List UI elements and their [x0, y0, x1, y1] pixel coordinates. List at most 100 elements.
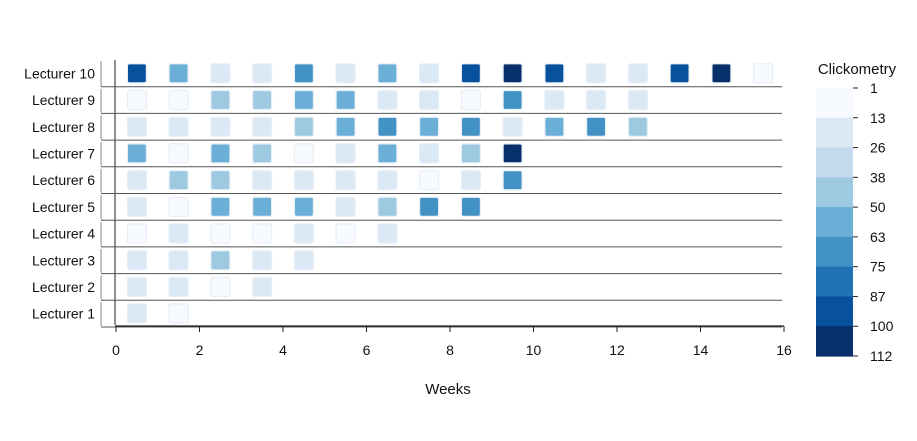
heatmap-cell — [585, 89, 607, 111]
colorbar-tick-label: 1 — [870, 80, 878, 96]
heatmap-cell — [293, 116, 314, 137]
colorbar-tick-label: 75 — [870, 259, 886, 275]
heatmap-cell — [335, 116, 356, 137]
heatmap-cell — [377, 143, 398, 164]
heatmap-cell — [252, 223, 273, 244]
heatmap-cell — [585, 63, 607, 84]
colorbar-tick-label: 50 — [870, 199, 886, 215]
heatmap-cell — [544, 89, 565, 111]
x-tick-label: 2 — [196, 342, 204, 358]
x-tick-label: 16 — [776, 342, 792, 358]
row-label: Lecturer 1 — [32, 306, 95, 322]
colorbar-swatch — [816, 117, 853, 149]
row-label: Lecturer 8 — [32, 119, 95, 135]
heatmap-cell — [502, 89, 523, 111]
heatmap-cell — [168, 170, 189, 191]
heatmap-cell — [335, 223, 356, 244]
heatmap-cell — [168, 63, 189, 84]
colorbar-swatch — [816, 266, 853, 298]
heatmap-cell — [252, 170, 273, 191]
heatmap-cell — [210, 116, 231, 137]
heatmap-cell — [252, 63, 273, 84]
colorbar-tick-label: 26 — [870, 140, 886, 156]
x-tick-label: 0 — [112, 342, 120, 358]
heatmap-cell — [210, 196, 231, 217]
heatmap-cell — [377, 63, 398, 84]
heatmap-cell — [419, 89, 440, 111]
heatmap-cell — [502, 143, 523, 164]
heatmap-cell — [293, 223, 314, 244]
heatmap-cell — [168, 143, 189, 164]
colorbar-swatch — [816, 88, 853, 119]
row-label: Lecturer 2 — [32, 279, 95, 295]
colorbar-swatch — [816, 207, 853, 238]
heatmap-cell — [210, 89, 231, 111]
heatmap-cell — [335, 170, 356, 191]
heatmap-cell — [293, 89, 314, 111]
heatmap-cell — [419, 196, 440, 217]
heatmap-cell — [252, 276, 273, 298]
x-tick-label: 14 — [693, 342, 709, 358]
colorbar-tick-label: 63 — [870, 229, 886, 245]
heatmap-cell — [293, 250, 314, 271]
heatmap-cell — [293, 143, 314, 164]
rows-layer: Lecturer 10 Lecturer 9 Lecturer 8 Lecturer … — [24, 60, 782, 328]
row-label: Lecturer 9 — [32, 92, 95, 108]
colorbar-swatch — [816, 177, 853, 208]
heatmap-cell — [544, 63, 565, 84]
colorbar-tick-label: 100 — [870, 318, 894, 334]
heatmap-cell — [210, 250, 231, 271]
heatmap-cell — [168, 223, 189, 244]
heatmap-cell — [293, 196, 314, 217]
x-tick-label: 8 — [446, 342, 454, 358]
x-tick-label: 6 — [363, 342, 371, 358]
heatmap-cell — [293, 63, 314, 84]
heatmap-cell — [377, 116, 398, 137]
colorbar-tick-label: 13 — [870, 110, 886, 126]
heatmap-cell — [126, 143, 148, 164]
heatmap-cell — [627, 116, 649, 137]
heatmap-cell — [711, 63, 732, 84]
heatmap-cell — [168, 250, 189, 271]
colorbar-swatch — [816, 296, 853, 327]
heatmap-cell — [168, 276, 189, 298]
heatmap-cell — [210, 170, 231, 191]
colorbar-tick-label: 38 — [870, 169, 886, 185]
heatmap-cell — [419, 143, 440, 164]
heatmap-cell — [460, 63, 481, 84]
heatmap-cell — [460, 170, 481, 191]
heatmap-cell — [460, 196, 481, 217]
heatmap-cell — [627, 89, 649, 111]
heatmap-cell — [168, 303, 189, 324]
row-label: Lecturer 10 — [24, 65, 95, 81]
heatmap-cell — [627, 63, 649, 84]
colorbar: 1 13 26 38 50 63 75 87 100 112 — [816, 80, 894, 364]
heatmap-cell — [502, 116, 523, 137]
colorbar-swatch — [816, 236, 853, 268]
heatmap-cell — [502, 63, 523, 84]
heatmap-cell — [335, 143, 356, 164]
heatmap-cell — [460, 143, 481, 164]
row-label: Lecturer 3 — [32, 252, 95, 268]
heatmap-cell — [126, 303, 148, 324]
heatmap-cell — [460, 89, 481, 111]
heatmap-cell — [252, 143, 273, 164]
row-label: Lecturer 4 — [32, 226, 95, 242]
colorbar-tick-label: 112 — [870, 348, 893, 364]
heatmap-cell — [377, 196, 398, 217]
heatmap-cell — [377, 170, 398, 191]
heatmap-cell — [377, 223, 398, 244]
heatmap-cell — [502, 170, 523, 191]
heatmap-cell — [126, 63, 148, 84]
heatmap-cell — [252, 250, 273, 271]
x-axis-label: Weeks — [425, 381, 471, 398]
heatmap-cell — [168, 116, 189, 137]
x-axis: 0 2 4 6 8 10 12 14 16 — [112, 325, 792, 358]
heatmap-cell — [126, 89, 148, 111]
heatmap-cell — [419, 170, 440, 191]
heatmap-cell — [419, 63, 440, 84]
heatmap-cell — [335, 89, 356, 111]
heatmap-cell — [752, 63, 774, 84]
heatmap-cell — [335, 196, 356, 217]
